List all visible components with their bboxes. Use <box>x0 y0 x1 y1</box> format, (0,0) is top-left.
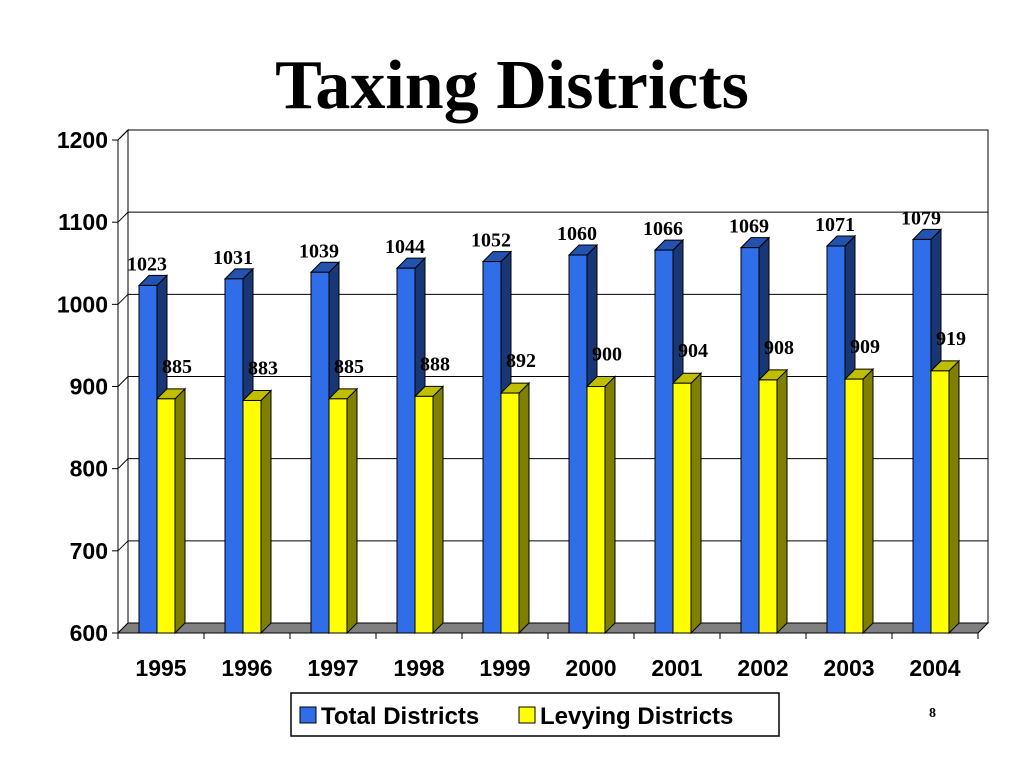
bar-side <box>690 372 702 635</box>
bar <box>310 271 330 634</box>
x-tick-label: 1997 <box>307 655 358 681</box>
bar <box>396 267 416 634</box>
bar <box>844 378 864 634</box>
data-label: 883 <box>248 357 278 379</box>
bar <box>482 261 502 634</box>
gridline <box>117 211 988 223</box>
data-label: 1069 <box>729 216 769 238</box>
data-label: 1071 <box>815 214 855 236</box>
bar <box>912 238 932 634</box>
data-label: 1039 <box>299 240 339 262</box>
bar <box>586 386 606 634</box>
bar-side <box>260 389 272 635</box>
bar-side <box>518 381 530 635</box>
data-label: 900 <box>592 344 622 366</box>
legend-swatch <box>518 706 536 724</box>
bar <box>758 379 778 634</box>
bar <box>242 399 262 634</box>
bar <box>156 398 176 634</box>
x-tick-label: 1999 <box>479 655 530 681</box>
data-label: 1066 <box>643 218 683 240</box>
x-tick-label: 2002 <box>737 655 788 681</box>
x-tick-label: 1996 <box>221 655 272 681</box>
legend-label: Levying Districts <box>540 703 733 730</box>
x-tick-label: 2003 <box>823 655 874 681</box>
x-tick-label: 2001 <box>651 655 702 681</box>
y-tick-label: 1200 <box>57 127 108 153</box>
x-tick-label: 1998 <box>393 655 444 681</box>
data-label: 1060 <box>557 223 597 245</box>
x-tick-label: 2004 <box>909 655 960 681</box>
data-label: 885 <box>334 356 364 378</box>
data-label: 919 <box>936 328 966 350</box>
y-tick-label: 600 <box>70 620 108 646</box>
chart-title: Taxing Districts <box>275 47 749 124</box>
bar <box>740 247 760 634</box>
bar <box>672 382 692 634</box>
bar <box>500 392 520 634</box>
bar-side <box>604 375 616 635</box>
bar-side <box>432 385 444 635</box>
bar-side <box>346 387 358 635</box>
data-label: 888 <box>420 353 450 375</box>
bar <box>328 398 348 634</box>
bar <box>568 254 588 634</box>
y-tick-label: 1100 <box>58 209 108 235</box>
x-tick-label: 2000 <box>565 655 616 681</box>
bar-side <box>174 387 186 635</box>
plot-area: 600 700 800 900 1000 1100 1200 1023 885 1995 1031 8… <box>57 127 990 681</box>
y-tick-label: 900 <box>70 374 108 400</box>
data-label: 1023 <box>127 253 167 275</box>
data-label: 909 <box>850 336 880 358</box>
bar <box>224 278 244 634</box>
legend-swatch <box>299 706 317 724</box>
bar-side <box>776 368 788 635</box>
legend-label: Total Districts <box>321 703 479 730</box>
bar <box>930 370 950 634</box>
data-label: 904 <box>678 340 708 362</box>
bar <box>138 284 158 634</box>
gridline <box>117 129 988 141</box>
y-tick-label: 800 <box>70 456 108 482</box>
bar <box>414 395 434 634</box>
y-tick-label: 700 <box>70 538 108 564</box>
data-label: 885 <box>162 356 192 378</box>
x-tick-label: 1995 <box>135 655 186 681</box>
data-label: 1031 <box>213 247 253 269</box>
bar <box>826 245 846 634</box>
data-label: 1044 <box>385 236 425 258</box>
bar <box>654 249 674 634</box>
y-tick-label: 1000 <box>57 291 108 317</box>
bar-side <box>948 359 960 635</box>
legend: Total Districts Levying Districts <box>290 692 780 737</box>
bar-side <box>862 367 874 635</box>
data-label: 892 <box>506 350 536 372</box>
page-number: 8 <box>929 706 936 721</box>
data-label: 1052 <box>471 230 511 252</box>
data-label: 1079 <box>901 207 941 229</box>
data-label: 908 <box>764 337 794 359</box>
gridline <box>117 293 988 305</box>
